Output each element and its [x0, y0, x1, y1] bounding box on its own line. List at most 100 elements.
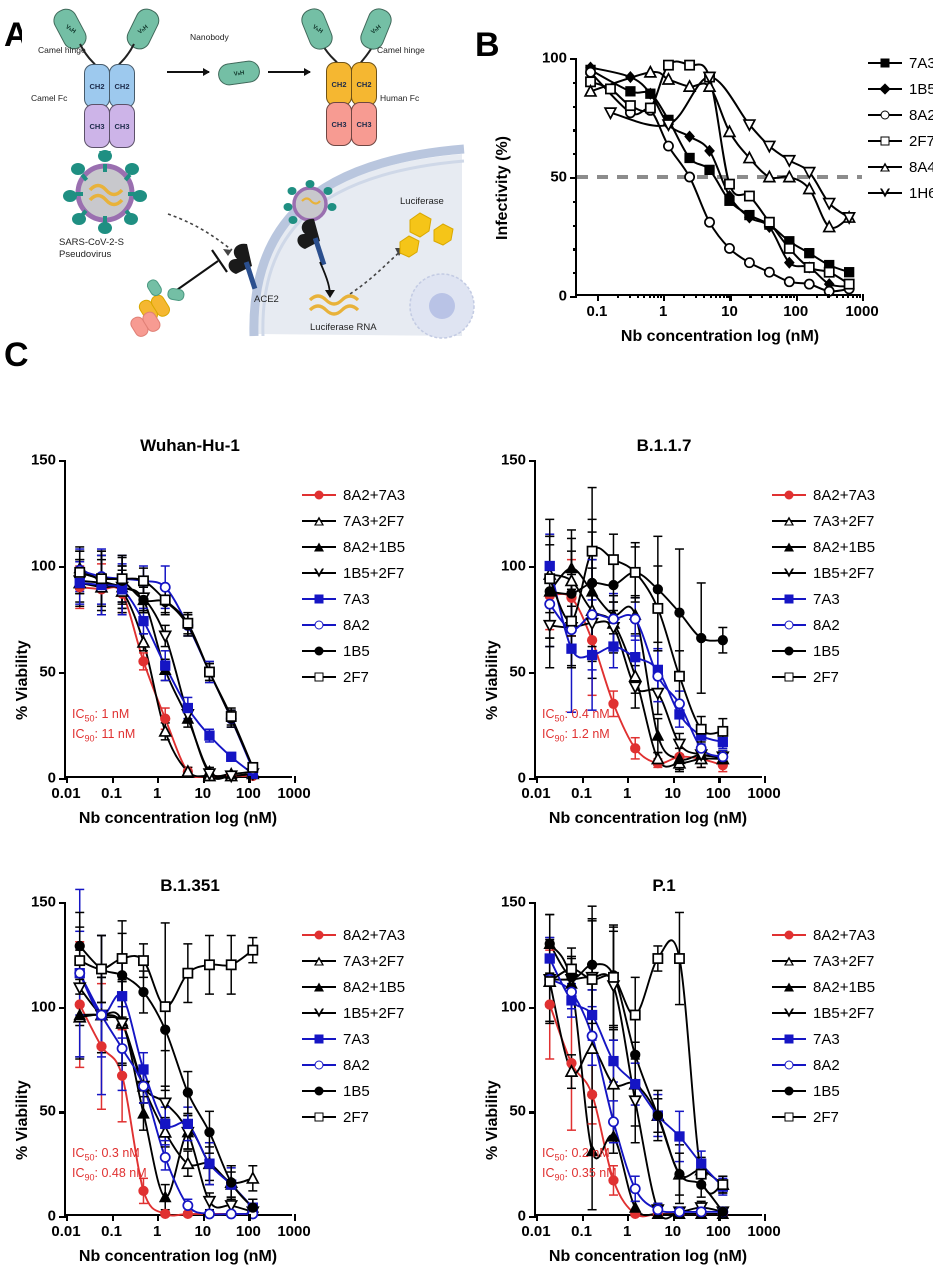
- legend-item[interactable]: 8A2+7A3: [302, 922, 462, 948]
- legend-item[interactable]: 2F7: [772, 664, 932, 690]
- x-tick: [111, 776, 114, 783]
- legend-item[interactable]: 1B5: [868, 76, 933, 102]
- label-luciferase: Luciferase: [400, 196, 444, 207]
- panel-c-letter: C: [4, 336, 29, 374]
- legend-item[interactable]: 1B5+2F7: [772, 560, 932, 586]
- y-tick: [529, 902, 536, 905]
- legend-item[interactable]: 8A2+7A3: [772, 482, 932, 508]
- legend-item[interactable]: 1B5: [302, 638, 462, 664]
- legend-marker-open-square-icon: [302, 1110, 336, 1124]
- ic50-line: IC50: 0.3 nM: [72, 1146, 140, 1163]
- legend-label: 2F7: [343, 1108, 369, 1126]
- legend-label: 8A2: [909, 106, 933, 124]
- x-tick: [718, 776, 721, 783]
- y-tick: [570, 177, 577, 180]
- legend-item[interactable]: 7A3: [302, 1026, 462, 1052]
- legend-item[interactable]: 8A2: [302, 1052, 462, 1078]
- series-curve-8A2+7A3: [79, 586, 253, 779]
- y-tick: [529, 1006, 536, 1009]
- legend-marker-filled-triangle-up-icon: [772, 980, 806, 994]
- legend-marker-filled-circle-icon: [772, 488, 806, 502]
- x-tick: [536, 776, 539, 783]
- legend-item[interactable]: 7A3: [868, 50, 933, 76]
- legend-item[interactable]: 8A2+1B5: [772, 534, 932, 560]
- legend-item[interactable]: 8A2: [868, 102, 933, 128]
- legend-label: 8A2: [343, 616, 370, 634]
- legend-item[interactable]: 1B5: [772, 1078, 932, 1104]
- x-tick-label: 1: [623, 785, 632, 802]
- legend-item[interactable]: 7A3+2F7: [302, 948, 462, 974]
- x-tick: [157, 1214, 160, 1221]
- legend-item[interactable]: 1H6: [868, 180, 933, 206]
- legend-item[interactable]: 7A3: [772, 586, 932, 612]
- x-minor-tick: [636, 294, 640, 298]
- legend-marker-open-triangle-up-icon: [302, 514, 336, 528]
- legend-marker-filled-triangle-up-icon: [772, 540, 806, 554]
- legend-item[interactable]: 7A3+2F7: [302, 508, 462, 534]
- x-minor-tick: [749, 294, 752, 298]
- x-tick-label: 0.1: [571, 785, 593, 802]
- y-axis-title: % Viability: [484, 1080, 501, 1160]
- legend-item[interactable]: 2F7: [302, 1104, 462, 1130]
- legend-marker-filled-square-icon: [868, 56, 902, 70]
- x-tick-label: 100: [705, 1223, 731, 1240]
- x-tick-label: 0.1: [571, 1223, 593, 1240]
- legend-item[interactable]: 2F7: [302, 664, 462, 690]
- legend-label: 8A2+7A3: [343, 486, 406, 504]
- x-tick: [536, 1214, 539, 1221]
- x-tick-label: 10: [721, 303, 738, 320]
- legend-marker-filled-circle-icon: [302, 644, 336, 658]
- legend-item[interactable]: 7A3+2F7: [772, 508, 932, 534]
- legend-item[interactable]: 7A3: [772, 1026, 932, 1052]
- y-tick: [59, 778, 66, 781]
- x-minor-tick: [719, 294, 722, 298]
- x-tick-label: 1000: [277, 1223, 311, 1240]
- legend-item[interactable]: 2F7: [772, 1104, 932, 1130]
- panel-b-x-axis-title: Nb concentration log (nM): [620, 328, 820, 345]
- panel-b-letter: B: [475, 26, 500, 64]
- legend-label: 7A3: [813, 1030, 840, 1048]
- legend-item[interactable]: 7A3+2F7: [772, 948, 932, 974]
- camel-ch2-left: CH2: [84, 64, 110, 108]
- legend-marker-filled-triangle-up-icon: [302, 980, 336, 994]
- legend-item[interactable]: 8A4: [868, 154, 933, 180]
- chart-title: P.1: [652, 876, 676, 895]
- legend-item[interactable]: 1B5+2F7: [302, 1000, 462, 1026]
- legend-marker-filled-circle-icon: [302, 1084, 336, 1098]
- legend-item[interactable]: 1B5: [302, 1078, 462, 1104]
- legend-item[interactable]: 8A2+1B5: [302, 534, 462, 560]
- x-minor-tick: [660, 294, 663, 298]
- panel-a-schematic: VₕH VₕH CH2 CH2 CH3 CH3 Camel hinge Came…: [22, 4, 475, 339]
- legend-item[interactable]: 8A2: [772, 1052, 932, 1078]
- legend-marker-filled-triangle-up-icon: [302, 540, 336, 554]
- legend-item[interactable]: 7A3: [302, 586, 462, 612]
- legend-label: 1B5: [813, 1082, 840, 1100]
- label-pseudovirus-line2: Pseudovirus: [59, 249, 112, 260]
- y-tick-label: 150: [500, 893, 526, 911]
- legend-item[interactable]: 8A2: [772, 612, 932, 638]
- x-tick-label: 1000: [845, 303, 879, 320]
- legend-item[interactable]: 1B5+2F7: [302, 560, 462, 586]
- legend-label: 8A2: [343, 1056, 370, 1074]
- legend-marker-filled-square-icon: [772, 1032, 806, 1046]
- legend-item[interactable]: 8A2: [302, 612, 462, 638]
- legend-item[interactable]: 8A2+1B5: [302, 974, 462, 1000]
- legend-item[interactable]: 1B5+2F7: [772, 1000, 932, 1026]
- label-nanobody: Nanobody: [190, 32, 229, 42]
- ic-annotation: IC50: 0.2 nM IC90: 0.35 nM: [542, 1146, 617, 1185]
- human-ch2-left: CH2: [326, 62, 352, 106]
- legend-label: 7A3+2F7: [813, 952, 875, 970]
- legend-item[interactable]: 8A2+7A3: [772, 922, 932, 948]
- legend-marker-open-triangle-down-icon: [302, 1006, 336, 1020]
- y-tick: [529, 566, 536, 569]
- y-tick-label: 150: [500, 451, 526, 469]
- curves: [72, 546, 260, 784]
- x-tick: [729, 294, 732, 301]
- curves: [72, 888, 260, 1220]
- legend-item[interactable]: 8A2+1B5: [772, 974, 932, 1000]
- legend-item[interactable]: 2F7: [868, 128, 933, 154]
- y-tick-label: 0: [47, 1207, 56, 1225]
- legend-item[interactable]: 1B5: [772, 638, 932, 664]
- legend-item[interactable]: 8A2+7A3: [302, 482, 462, 508]
- plot-area: 0.01 0.1 1 10 100 1000 0 50 100 150: [31, 888, 311, 1240]
